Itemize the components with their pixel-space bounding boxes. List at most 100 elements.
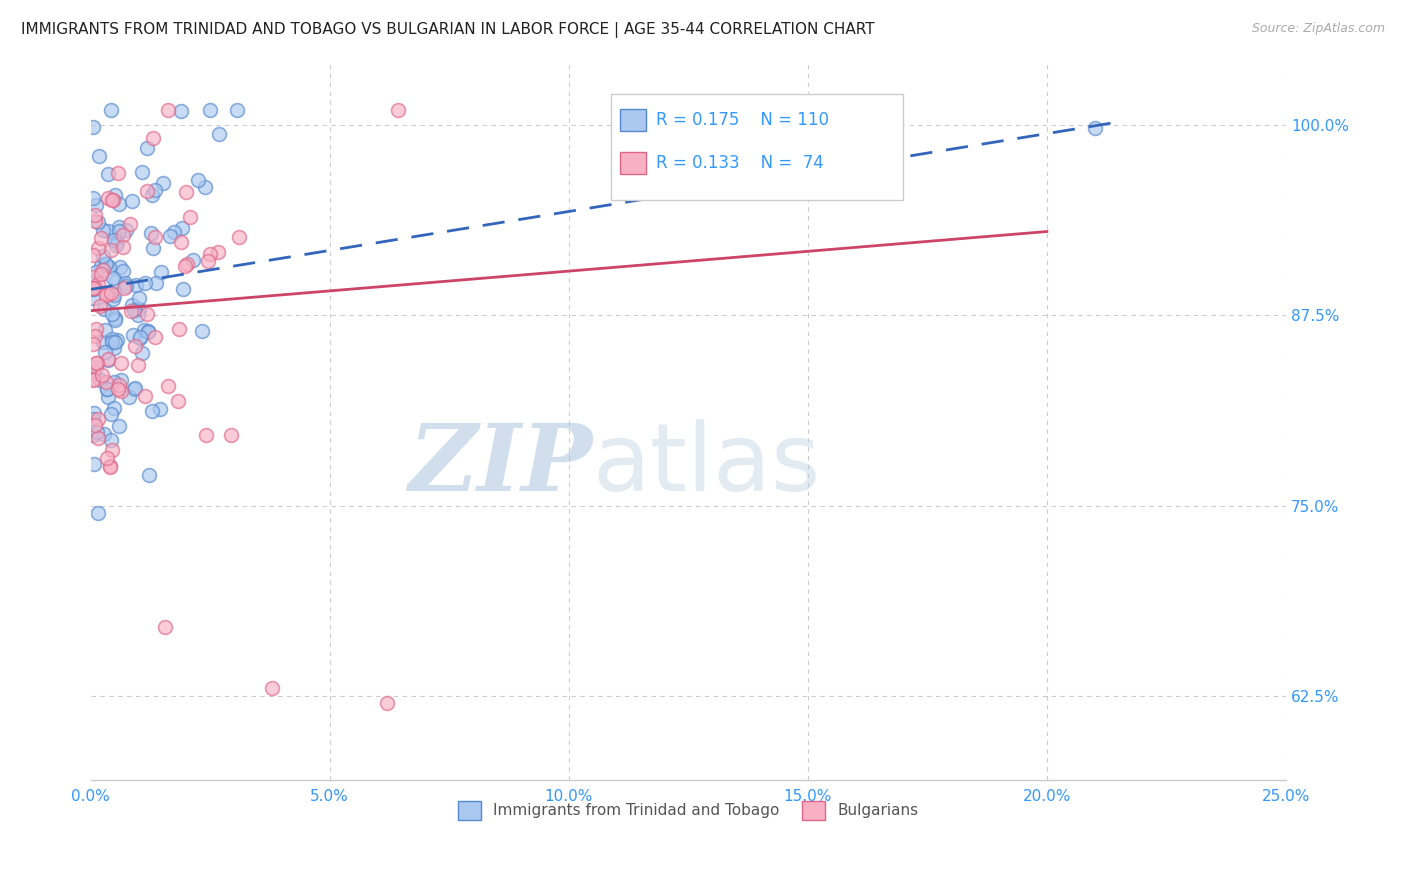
Point (100, 285, 122, 300)
Point (122, 303, 145, 318)
Point (387, 103, 409, 117)
Point (93, 345, 115, 359)
Point (82, 371, 104, 385)
Text: ZIP: ZIP (408, 420, 593, 509)
Point (143, 183, 166, 197)
Point (131, 346, 153, 360)
Point (108, 260, 131, 274)
Point (127, 358, 149, 372)
Point (176, 257, 198, 271)
Text: R = 0.175    N = 110: R = 0.175 N = 110 (657, 111, 830, 128)
Point (98, 459, 121, 474)
Point (156, 379, 179, 393)
Point (136, 326, 159, 340)
Point (122, 382, 145, 396)
Point (94, 288, 117, 302)
Point (138, 468, 160, 483)
Text: R = 0.133    N =  74: R = 0.133 N = 74 (657, 153, 824, 172)
Point (97, 287, 120, 301)
Point (82, 367, 104, 381)
Point (149, 402, 172, 417)
Point (207, 245, 229, 260)
Point (97, 390, 120, 404)
Point (86, 355, 108, 369)
Point (118, 217, 141, 231)
Point (128, 291, 150, 305)
Point (108, 223, 131, 237)
Point (111, 240, 134, 254)
Point (100, 433, 122, 447)
Point (136, 184, 159, 198)
Point (208, 127, 231, 141)
Point (86, 506, 108, 520)
Point (82, 337, 104, 351)
Point (156, 103, 179, 117)
Point (86, 411, 108, 425)
Point (84, 417, 107, 432)
Point (105, 274, 128, 288)
Point (91, 335, 114, 350)
Point (150, 265, 173, 279)
Point (163, 225, 186, 239)
Point (134, 389, 156, 403)
Point (197, 253, 219, 268)
Point (122, 328, 145, 343)
Point (145, 276, 167, 290)
FancyBboxPatch shape (610, 95, 904, 200)
Point (93, 257, 115, 271)
Point (82, 282, 104, 296)
Point (82, 291, 104, 305)
Point (103, 287, 125, 301)
Point (90, 231, 112, 245)
Point (82, 248, 104, 262)
Point (108, 219, 131, 234)
Point (94, 257, 117, 271)
Point (194, 428, 217, 442)
Point (128, 331, 150, 345)
Point (142, 130, 165, 145)
Point (87, 241, 110, 255)
Point (141, 187, 163, 202)
Point (82, 364, 104, 378)
Point (101, 194, 124, 208)
Point (87, 215, 110, 229)
Point (83, 214, 105, 228)
Point (135, 141, 157, 155)
Point (172, 283, 194, 297)
Point (131, 165, 153, 179)
Point (90, 268, 112, 282)
Point (84, 198, 107, 212)
Point (190, 324, 212, 338)
Point (127, 308, 149, 322)
Point (124, 339, 146, 353)
Point (104, 334, 127, 349)
Point (89, 149, 111, 163)
Point (129, 330, 152, 344)
Point (112, 281, 135, 295)
Point (110, 356, 132, 370)
Point (167, 322, 190, 336)
Point (105, 238, 128, 252)
Point (83, 406, 105, 420)
Point (375, 697, 398, 711)
Point (82, 281, 104, 295)
Point (181, 252, 204, 267)
Point (91, 262, 114, 277)
Point (97, 352, 120, 367)
Point (108, 418, 131, 433)
Point (100, 407, 122, 421)
Point (83, 458, 105, 472)
Point (170, 103, 193, 118)
Point (101, 307, 124, 321)
Point (104, 313, 127, 327)
Point (93, 302, 115, 317)
Point (194, 180, 217, 194)
Point (89, 299, 111, 313)
Point (114, 279, 136, 293)
Bar (620, 152, 647, 174)
Point (90, 259, 112, 273)
Point (104, 187, 127, 202)
Point (141, 404, 163, 418)
Point (121, 194, 143, 208)
Point (94, 323, 117, 337)
